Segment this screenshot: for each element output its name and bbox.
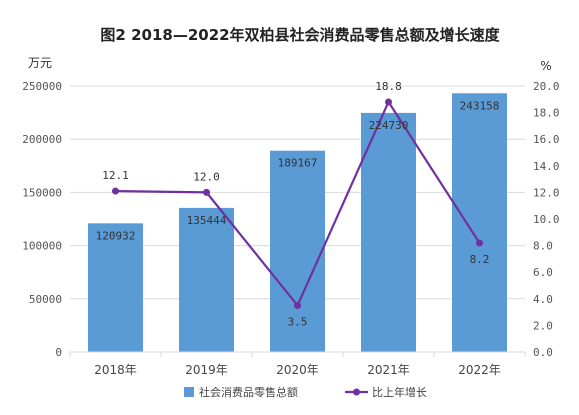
- legend-label-line: 比上年增长: [372, 385, 427, 399]
- legend-swatch-marker: [353, 389, 360, 396]
- bar-value-label: 224730: [369, 119, 409, 132]
- y-left-tick-label: 50000: [29, 293, 62, 306]
- x-tick-label: 2019年: [185, 363, 228, 377]
- growth-point: [476, 239, 483, 246]
- y-right-tick-label: 18.0: [533, 107, 560, 120]
- y-left-tick-label: 0: [55, 346, 62, 359]
- y-right-tick-label: 4.0: [533, 293, 553, 306]
- y-right-tick-label: 8.0: [533, 240, 553, 253]
- legend-label-bar: 社会消费品零售总额: [199, 385, 298, 399]
- bar: [361, 113, 416, 352]
- y-right-tick-label: 2.0: [533, 319, 553, 332]
- growth-point: [294, 302, 301, 309]
- x-tick-label: 2020年: [276, 363, 319, 377]
- growth-value-label: 8.2: [470, 253, 490, 266]
- bar: [88, 223, 143, 352]
- y-right-tick-label: 10.0: [533, 213, 560, 226]
- bar-series: [88, 93, 507, 352]
- bar-value-label: 135444: [187, 214, 227, 227]
- bar: [452, 93, 507, 352]
- y-right-tick-label: 12.0: [533, 186, 560, 199]
- bar: [179, 208, 234, 352]
- y-right-tick-label: 20.0: [533, 80, 560, 93]
- growth-value-label: 18.8: [375, 80, 402, 93]
- y-left-tick-label: 100000: [22, 240, 62, 253]
- growth-point: [385, 98, 392, 105]
- y-right-tick-label: 6.0: [533, 266, 553, 279]
- growth-point: [112, 188, 119, 195]
- bar-value-label: 120932: [96, 229, 136, 242]
- right-axis-unit: %: [540, 59, 551, 73]
- y-right-tick-label: 16.0: [533, 133, 560, 146]
- legend: 社会消费品零售总额 比上年增长: [184, 385, 427, 399]
- x-tick-label: 2018年: [94, 363, 137, 377]
- y-left-tick-label: 250000: [22, 80, 62, 93]
- growth-value-label: 3.5: [288, 315, 308, 328]
- bar-value-label: 189167: [278, 157, 318, 170]
- y-left-tick-label: 150000: [22, 186, 62, 199]
- y-right-tick-label: 0.0: [533, 346, 553, 359]
- chart-title: 图2 2018—2022年双柏县社会消费品零售总额及增长速度: [100, 26, 500, 44]
- bar-value-label: 243158: [460, 99, 500, 112]
- growth-value-label: 12.1: [102, 169, 129, 182]
- growth-point: [203, 189, 210, 196]
- left-axis-unit: 万元: [28, 56, 52, 70]
- y-right-tick-label: 14.0: [533, 160, 560, 173]
- x-tick-label: 2021年: [367, 363, 410, 377]
- growth-value-label: 12.0: [193, 170, 220, 183]
- x-tick-label: 2022年: [458, 363, 501, 377]
- legend-swatch-bar: [184, 387, 194, 397]
- y-left-tick-label: 200000: [22, 133, 62, 146]
